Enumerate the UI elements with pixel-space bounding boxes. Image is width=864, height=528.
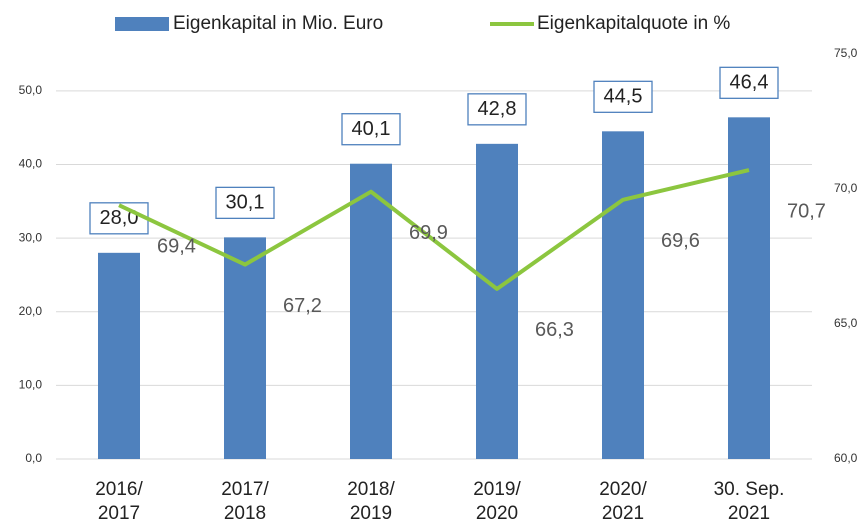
bar xyxy=(98,252,140,459)
y-tick-label: 30,0 xyxy=(19,230,43,244)
data-label: 42,8 xyxy=(478,98,517,120)
x-tick-label: 2016/ 2017 xyxy=(95,479,143,524)
data-label: 66,3 xyxy=(535,319,574,341)
data-label-box xyxy=(215,186,275,220)
legend-label: Eigenkapital in Mio. Euro xyxy=(173,13,383,34)
bar xyxy=(476,143,518,459)
x-tick-label: 2017/ 2018 xyxy=(221,479,269,524)
data-label: 46,4 xyxy=(730,72,769,94)
x-tick-label: 2019/ 2020 xyxy=(473,479,521,524)
data-label-box xyxy=(467,93,527,126)
y2-tick-label: 75,0 xyxy=(834,46,858,60)
x-tick-label: 2018/ 2019 xyxy=(347,479,395,524)
y-tick-label: 0,0 xyxy=(25,451,42,465)
data-label: 30,1 xyxy=(226,192,265,214)
data-label-box xyxy=(341,113,401,146)
data-label-box xyxy=(719,66,779,99)
data-label: 69,4 xyxy=(157,235,196,257)
x-tick-label: 30. Sep. 2021 xyxy=(713,479,785,524)
y2-tick-label: 60,0 xyxy=(834,451,858,465)
data-label: 28,0 xyxy=(100,207,139,229)
legend-swatch xyxy=(115,17,169,31)
bar xyxy=(350,163,392,459)
y-tick-label: 10,0 xyxy=(19,378,43,392)
data-label: 44,5 xyxy=(604,86,643,108)
bar xyxy=(728,117,770,459)
bar xyxy=(224,237,266,459)
line xyxy=(118,168,750,291)
y-tick-label: 20,0 xyxy=(19,304,43,318)
data-label: 70,7 xyxy=(787,200,826,222)
data-label-box xyxy=(593,80,653,113)
y2-tick-label: 65,0 xyxy=(834,316,858,330)
data-label: 40,1 xyxy=(352,118,391,140)
data-label-box xyxy=(89,202,149,235)
legend-label: Eigenkapitalquote in % xyxy=(537,13,730,34)
data-label: 69,9 xyxy=(409,222,448,244)
y-tick-label: 40,0 xyxy=(19,157,43,171)
data-label: 67,2 xyxy=(283,295,322,317)
x-tick-label: 2020/ 2021 xyxy=(599,479,647,524)
data-label: 69,6 xyxy=(661,230,700,252)
y-tick-label: 50,0 xyxy=(19,83,43,97)
y2-tick-label: 70,0 xyxy=(834,181,858,195)
bar xyxy=(602,131,644,459)
